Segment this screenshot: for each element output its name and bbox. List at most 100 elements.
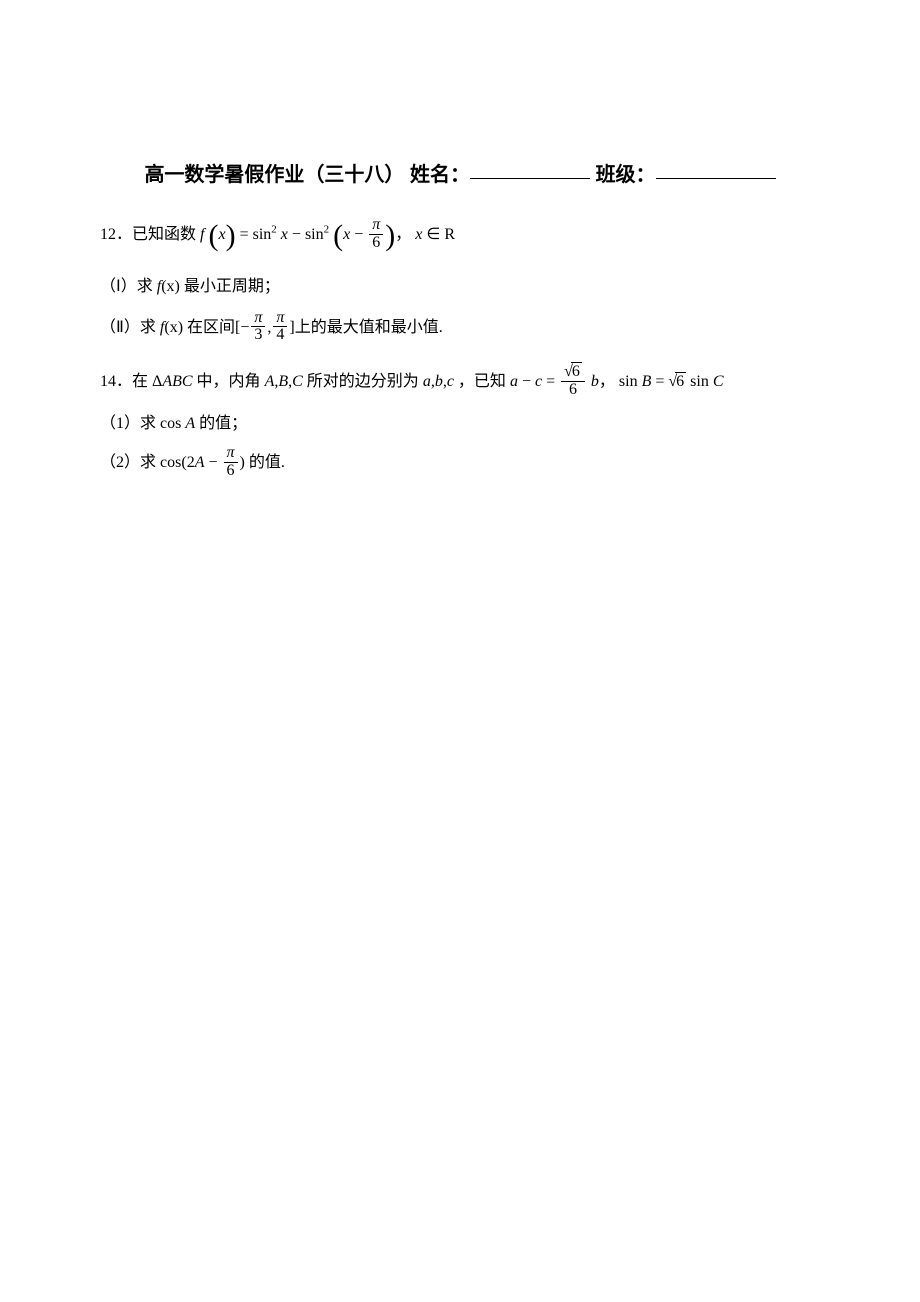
class-blank (656, 158, 776, 179)
p12-three: 3 (251, 327, 265, 344)
p12-pi2: π (254, 309, 262, 326)
p14-sin2: sin (690, 373, 709, 390)
p14-part2-a: 求 (140, 454, 156, 471)
p14-cos2: cos (160, 454, 181, 471)
p12-part1-x: (x) (161, 278, 180, 295)
p12-minus2: − (354, 226, 363, 243)
p12-part2-a: 求 (140, 319, 156, 336)
title-main: 高一数学暑假作业（三十八） (144, 164, 404, 186)
p14-frac-pi6: π 6 (224, 445, 238, 480)
p12-number: 12． (100, 226, 132, 243)
p12-frac-pi4: π 4 (273, 310, 287, 345)
p12-sin2: sin (305, 226, 324, 243)
p14-part2-label: （2） (100, 454, 140, 471)
p14-mid3: ，已知 (458, 373, 506, 390)
p14-a2: a (510, 373, 518, 390)
p14-part2-b: 的值. (249, 454, 285, 471)
p12-part2-c: 上的最大值和最小值. (295, 319, 443, 336)
p12-part2-label: （Ⅱ） (100, 319, 140, 336)
p14-a: a (423, 373, 431, 390)
p14-intro-pre: 在 (132, 373, 148, 390)
p12-x1: x (218, 226, 225, 243)
p12-part1: （Ⅰ）求 f(x) 最小正周期； (100, 275, 820, 299)
p12-frac-pi3: π 3 (251, 310, 265, 345)
p12-sq2: 2 (324, 224, 330, 236)
p14-part1-label: （1） (100, 415, 140, 432)
p12-pi3: π (276, 309, 284, 326)
p14-minus2: − (208, 454, 217, 471)
p12-part1-b: 最小正周期； (184, 278, 280, 295)
p12-sq1: 2 (271, 224, 277, 236)
p14-C2: C (713, 373, 724, 390)
rparen-icon: ) (226, 219, 236, 252)
p14-A4: A (195, 454, 205, 471)
p14-frac-sqrt6-6: √6 6 (561, 364, 585, 399)
p14-delta: Δ (152, 373, 162, 390)
p12-R: R (444, 226, 455, 243)
p12-pi: π (372, 216, 380, 233)
p12-in: ∈ (426, 226, 440, 243)
p14-sin1: sin (619, 373, 638, 390)
p14-part1-b: 的值； (199, 415, 247, 432)
p14-b: b (435, 373, 443, 390)
p14-number: 14． (100, 373, 132, 390)
p12-part1-label: （Ⅰ） (100, 278, 137, 295)
p14-part1: （1）求 cos A 的值； (100, 412, 820, 436)
p14-ABC: ABC (162, 373, 192, 390)
p14-A3: A (185, 415, 195, 432)
p14-comma-cn: ， (599, 373, 615, 390)
p12-xin: x (415, 226, 422, 243)
p14-pi: π (227, 444, 235, 461)
p14-cos: cos (160, 415, 181, 432)
p12-stem: 12．已知函数 f (x) = sin2 x − sin2 (x − π 6 )… (100, 218, 820, 253)
p12-x2: x (281, 226, 288, 243)
p12-sin1: sin (253, 226, 272, 243)
p14-stem: 14．在 ΔABC 中，内角 A,B,C 所对的边分别为 a,b,c ，已知 a… (100, 365, 820, 400)
name-blank (470, 158, 590, 179)
p14-six2: 6 (224, 463, 238, 480)
p14-C: C (292, 373, 303, 390)
p14-eq2: = (655, 373, 664, 390)
lparen-icon: ( (208, 219, 218, 252)
p12-minus1: − (292, 226, 301, 243)
p12-f: f (200, 226, 204, 243)
p14-c2: c (535, 373, 542, 390)
rparen-icon: ) (385, 219, 395, 252)
name-label: 姓名： (410, 164, 470, 186)
p14-part2: （2）求 cos(2A − π 6 ) 的值. (100, 446, 820, 481)
p14-A: A (265, 373, 275, 390)
p14-c: c (447, 373, 454, 390)
lparen-icon: ( (333, 219, 343, 252)
p14-B2: B (642, 373, 652, 390)
problem-14: 14．在 ΔABC 中，内角 A,B,C 所对的边分别为 a,b,c ，已知 a… (100, 365, 820, 480)
sqrt-icon: √6 (668, 370, 686, 394)
p12-part2: （Ⅱ）求 f(x) 在区间[− π 3 , π 4 ]上的最大值和最小值. (100, 311, 820, 346)
p14-B: B (278, 373, 288, 390)
p12-four: 4 (273, 327, 287, 344)
p12-neg: − (240, 319, 249, 336)
p12-part2-x: (x) (164, 319, 183, 336)
class-label: 班级： (596, 164, 656, 186)
p12-comma: ， (395, 226, 411, 243)
p14-b2: b (591, 373, 599, 390)
p14-two: 2 (187, 454, 195, 471)
rparen-small: ) (240, 454, 245, 471)
p14-sqrt6b: 6 (675, 372, 686, 390)
p12-intro: 已知函数 (132, 226, 196, 243)
p14-sqrt6: 6 (571, 362, 582, 380)
p14-minus: − (522, 373, 531, 390)
p12-frac-pi6: π 6 (369, 217, 383, 252)
p12-x3: x (343, 226, 350, 243)
p12-eq: = (240, 226, 249, 243)
p12-comma2: , (267, 319, 271, 336)
worksheet-header: 高一数学暑假作业（三十八） 姓名： 班级： (100, 160, 820, 190)
sqrt-icon: √6 (564, 364, 582, 381)
p12-part1-a: 求 (137, 278, 153, 295)
p14-six: 6 (561, 382, 585, 399)
p14-mid2: 所对的边分别为 (307, 373, 419, 390)
p12-six: 6 (369, 235, 383, 252)
p14-mid1: 中，内角 (197, 373, 261, 390)
p14-eq: = (546, 373, 555, 390)
problem-12: 12．已知函数 f (x) = sin2 x − sin2 (x − π 6 )… (100, 218, 820, 345)
p14-part1-a: 求 (140, 415, 156, 432)
